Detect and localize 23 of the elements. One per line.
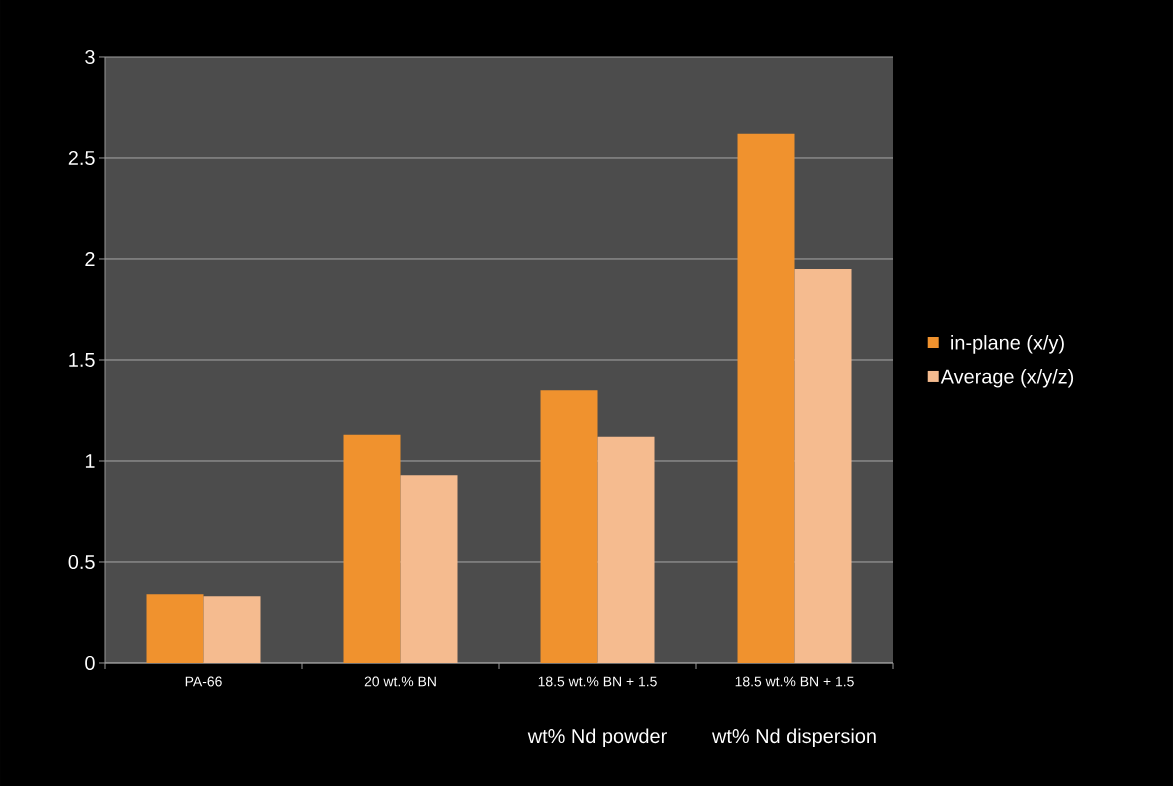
bar — [343, 434, 401, 663]
bar — [597, 436, 655, 663]
x-tick-label: 20 wt.% BN — [364, 676, 436, 687]
y-tick-label: 1.5 — [69, 353, 95, 367]
x-tick-label: PA-66 — [185, 676, 222, 687]
y-tick-label: 0 — [85, 655, 95, 671]
bar — [794, 269, 852, 663]
legend-label: Average (x/y/z) — [940, 368, 1074, 388]
text: wt% Nd powder — [527, 728, 667, 748]
text: wt% Nd dispersion — [711, 728, 876, 748]
legend-label: in-plane (x/y) — [951, 335, 1064, 354]
y-tick-label: 3 — [85, 49, 95, 65]
bar — [400, 475, 458, 663]
y-tick-label: 1 — [85, 454, 95, 468]
bar — [203, 596, 261, 663]
bar — [540, 390, 598, 663]
x-tick-label: 18.5 wt.% BN + 1.5 — [538, 676, 657, 687]
x-tick-label: 18.5 wt.% BN + 1.5 — [735, 676, 854, 687]
y-tick-label: 2 — [85, 252, 95, 266]
y-tick-label: 0.5 — [68, 554, 95, 570]
bar — [737, 133, 795, 663]
bar — [146, 594, 204, 663]
y-tick-label: 2.5 — [68, 150, 95, 166]
